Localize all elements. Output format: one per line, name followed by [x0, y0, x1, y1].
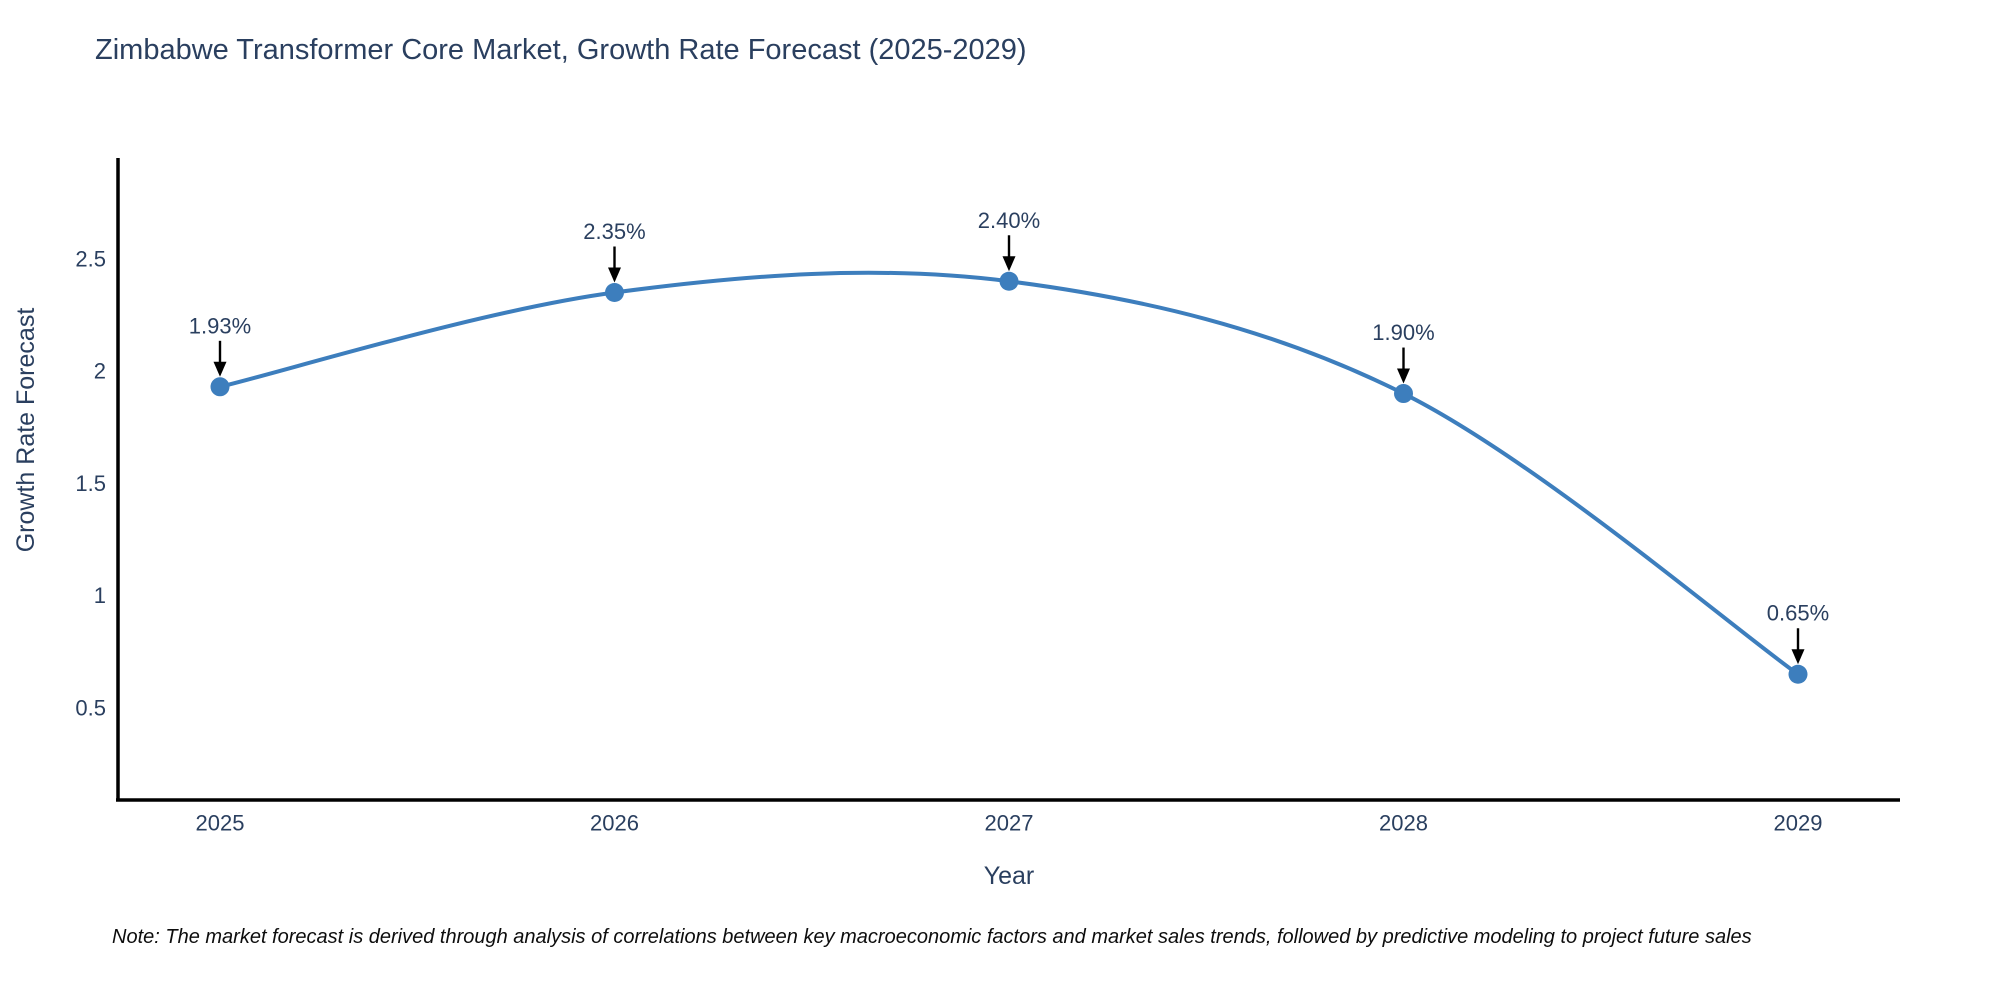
- annotation-arrowhead-icon: [1002, 256, 1016, 272]
- x-axis-tick-labels: 2025 2026 2027 2028 2029: [196, 811, 1823, 836]
- x-tick-label: 2026: [590, 811, 639, 836]
- annotation-arrowhead-icon: [1397, 368, 1410, 384]
- point-value-label: 2.35%: [583, 219, 645, 244]
- x-tick-label: 2029: [1774, 811, 1823, 836]
- line-series: [210, 270, 1808, 684]
- footnote-text: Note: The market forecast is derived thr…: [112, 926, 1752, 948]
- annotation-arrowhead-icon: [1791, 649, 1805, 665]
- point-value-label: 1.90%: [1372, 320, 1434, 345]
- x-tick-label: 2028: [1379, 811, 1428, 836]
- annotation-arrowhead-icon: [213, 361, 227, 377]
- y-tick-label: 0.5: [75, 695, 106, 720]
- forecast-line: [218, 270, 1800, 677]
- y-axis-tick-labels: 0.5 1 1.5 2 2.5: [75, 246, 106, 720]
- data-point-2029[interactable]: [1788, 664, 1808, 684]
- y-tick-label: 1.5: [75, 471, 106, 496]
- x-axis-title: Year: [983, 862, 1035, 890]
- axes: [116, 158, 1900, 802]
- x-tick-label: 2027: [985, 811, 1034, 836]
- y-tick-label: 1: [94, 583, 106, 608]
- data-point-2026[interactable]: [605, 282, 624, 302]
- point-value-label: 2.40%: [978, 208, 1040, 233]
- data-point-2025[interactable]: [210, 377, 230, 397]
- data-point-2028[interactable]: [1394, 384, 1413, 404]
- y-tick-label: 2: [94, 359, 106, 384]
- point-value-label: 1.93%: [189, 313, 251, 338]
- data-point-2027[interactable]: [999, 271, 1019, 291]
- point-value-label: 0.65%: [1767, 601, 1829, 626]
- annotation-arrowhead-icon: [608, 267, 621, 283]
- y-tick-label: 2.5: [75, 246, 106, 271]
- point-annotations: 1.93% 2.35% 2.40% 1.90% 0.65%: [189, 208, 1829, 665]
- x-tick-label: 2025: [196, 811, 245, 836]
- chart-title: Zimbabwe Transformer Core Market, Growth…: [95, 34, 1027, 66]
